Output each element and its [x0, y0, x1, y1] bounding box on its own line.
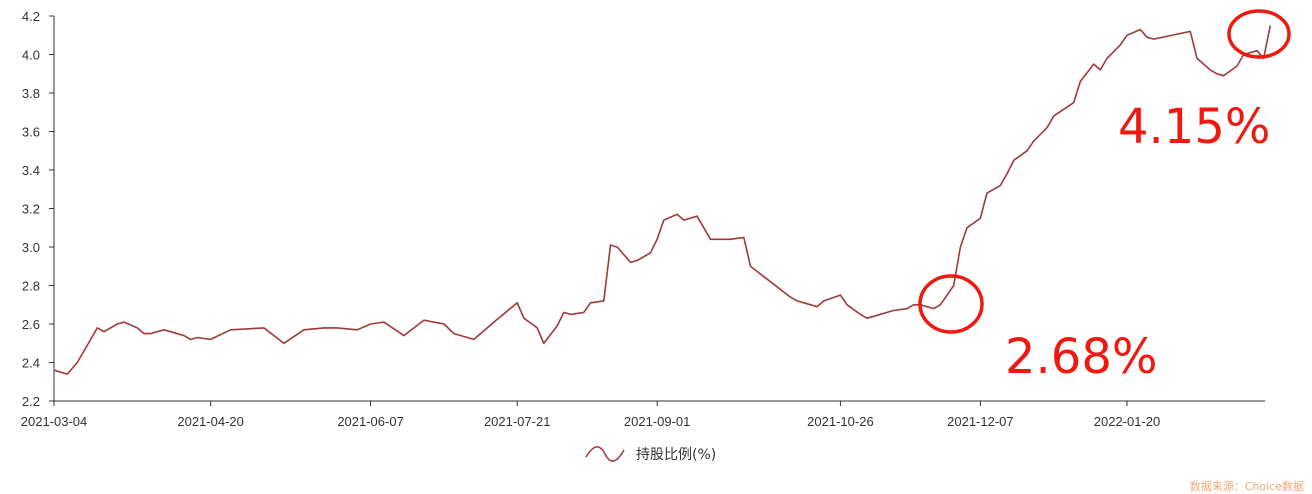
- y-tick-label: 2.8: [22, 279, 40, 294]
- y-tick-label: 3.4: [22, 163, 40, 178]
- x-tick-label: 2021-09-01: [624, 414, 691, 429]
- y-ticks: 2.2 2.4 2.6 2.8 3.0 3.2 3.4 3.6 3.8 4.0 4.2: [22, 9, 54, 409]
- annotation-high: 4.15%: [1118, 99, 1270, 155]
- source-note: 数据来源：Choice数据: [1189, 480, 1304, 493]
- x-tick-label: 2022-01-20: [1094, 414, 1161, 429]
- x-tick-label: 2021-04-20: [177, 414, 244, 429]
- x-tick-label: 2021-03-04: [21, 414, 88, 429]
- x-tick-label: 2021-06-07: [337, 414, 404, 429]
- y-tick-label: 3.6: [22, 125, 40, 140]
- annotation-low: 2.68%: [1005, 329, 1157, 385]
- x-tick-label: 2021-12-07: [947, 414, 1014, 429]
- highlight-circle-low: [918, 274, 984, 334]
- y-tick-label: 3.0: [22, 240, 40, 255]
- x-ticks: 2021-03-04 2021-04-20 2021-06-07 2021-07-21…: [21, 401, 1161, 429]
- y-tick-label: 2.2: [22, 394, 40, 409]
- legend-line-icon: [585, 446, 625, 462]
- highlight-circle-high: [1227, 9, 1291, 59]
- legend[interactable]: 持股比例(%): [584, 444, 716, 464]
- y-tick-label: 4.2: [22, 9, 40, 24]
- y-tick-label: 4.0: [22, 48, 40, 63]
- legend-label: 持股比例(%): [636, 447, 717, 463]
- y-tick-label: 3.8: [22, 86, 40, 101]
- x-tick-label: 2021-07-21: [484, 414, 551, 429]
- y-tick-label: 2.4: [22, 356, 40, 371]
- series-line: [53, 25, 1272, 375]
- y-tick-label: 2.6: [22, 317, 40, 332]
- y-tick-label: 3.2: [22, 202, 40, 217]
- x-tick-label: 2021-10-26: [807, 414, 874, 429]
